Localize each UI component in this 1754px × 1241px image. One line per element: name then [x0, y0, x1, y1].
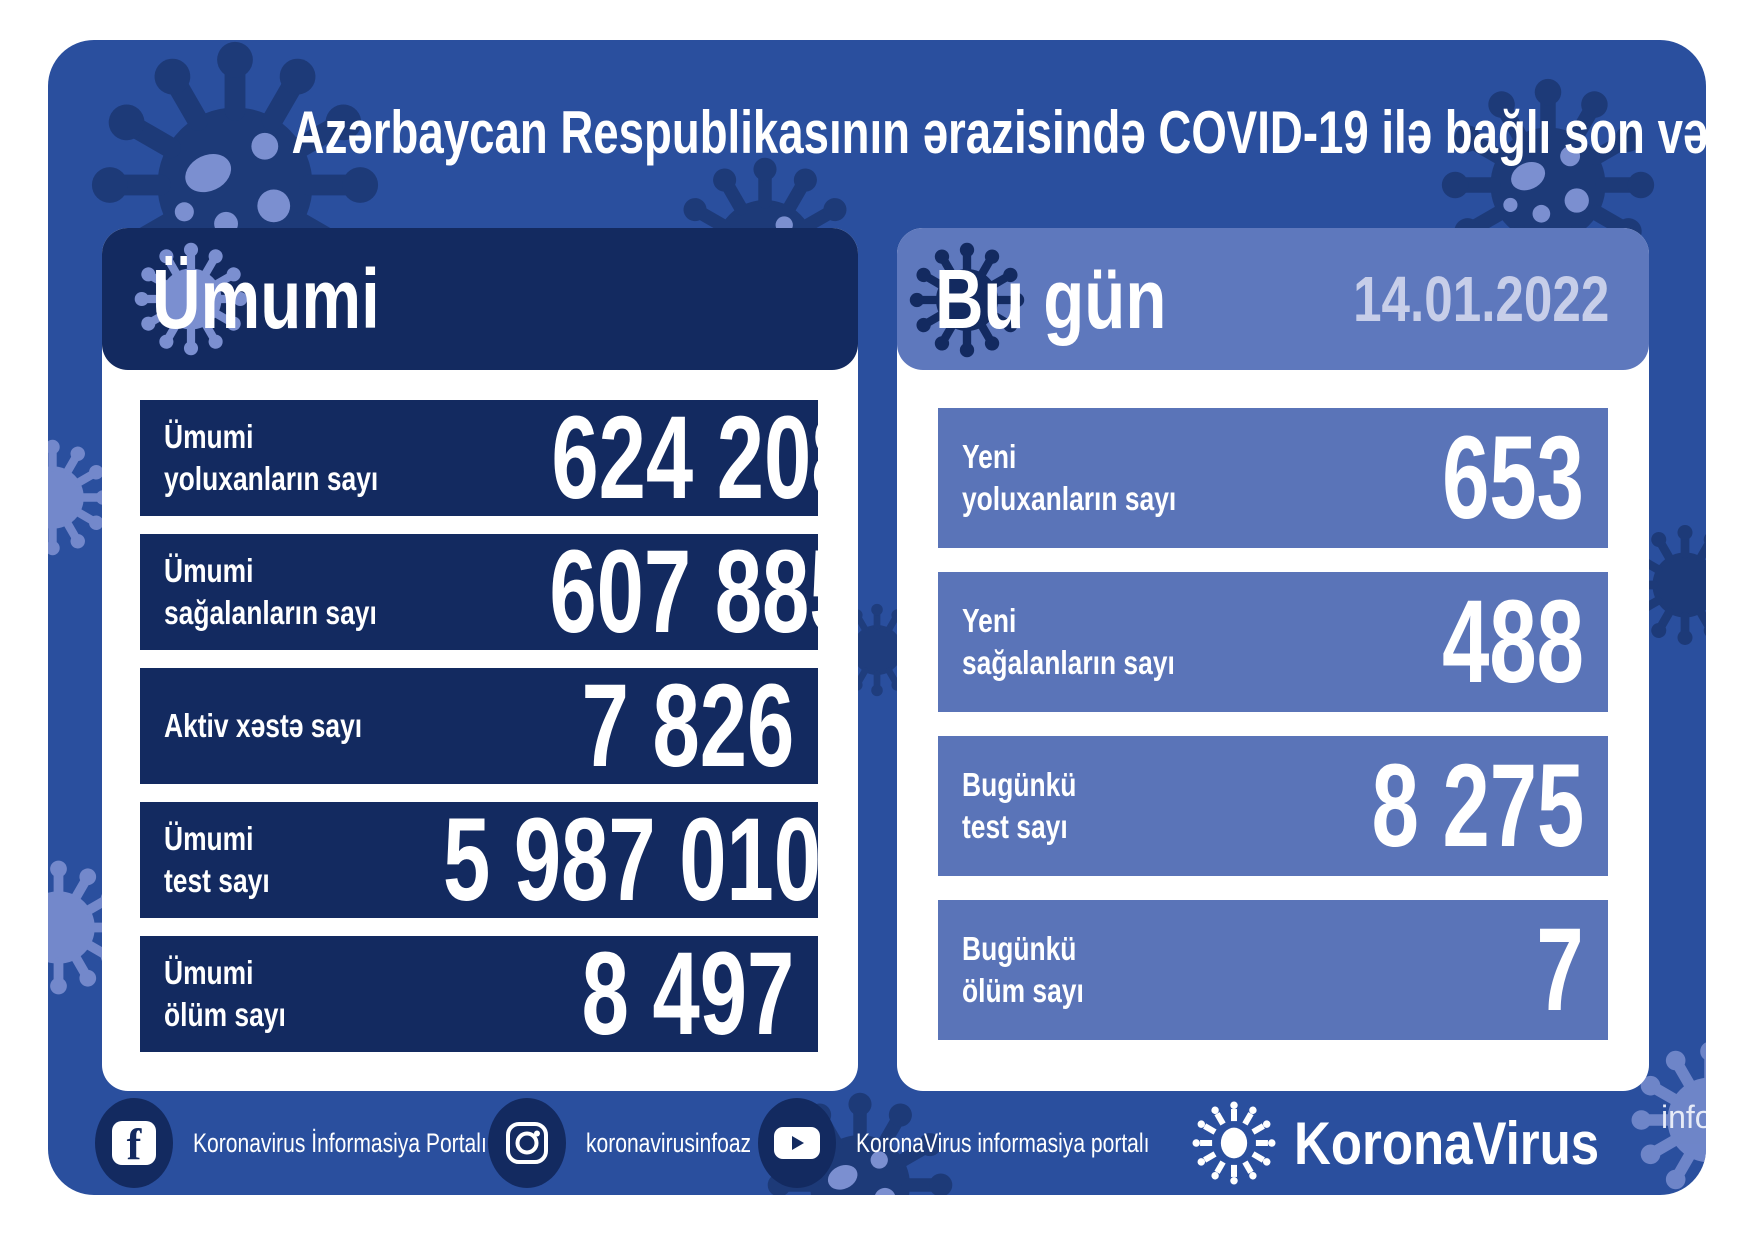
stat-label: Yeni sağalanların sayı [962, 601, 1175, 681]
instagram-link[interactable]: koronavirusinfoaz [488, 1098, 798, 1188]
logo-superscript: info [1660, 1098, 1706, 1135]
stat-value: 607 885 [549, 526, 857, 658]
stat-row-total-deaths: Ümumi ölüm sayı 8 497 [140, 928, 818, 1060]
stat-value: 8 497 [581, 928, 794, 1060]
stat-value: 7 826 [581, 660, 794, 792]
totals-panel-header: Ümumi [102, 228, 858, 370]
stat-label: Aktiv xəstə sayı [164, 706, 363, 744]
stat-label: Bugünkü ölüm sayı [962, 929, 1084, 1009]
stat-label: Ümumi sağalanların sayı [164, 551, 377, 631]
stat-value: 488 [1442, 576, 1584, 708]
today-header-label: Bu gün [935, 251, 1167, 346]
facebook-link[interactable]: f Koronavirus İnformasiya Portalı [95, 1098, 570, 1188]
stat-value: 5 987 010 [443, 794, 822, 926]
report-date: 14.01.2022 [1352, 263, 1609, 335]
page-title-text: Azərbaycan Respublikasının ərazisində CO… [291, 99, 1706, 166]
stat-row-new-infected: Yeni yoluxanların sayı 653 [938, 408, 1608, 548]
totals-panel: Ümumi Ümumi yoluxanların sayı 624 208 Üm… [102, 228, 858, 1091]
instagram-label: koronavirusinfoaz [586, 1127, 752, 1158]
stat-row-active-cases: Aktiv xəstə sayı 7 826 [140, 660, 818, 792]
stat-value: 653 [1442, 412, 1584, 544]
stat-row-today-tests: Bugünkü test sayı 8 275 [938, 736, 1608, 876]
stat-row-total-infected: Ümumi yoluxanların sayı 624 208 [140, 399, 858, 517]
facebook-label: Koronavirus İnformasiya Portalı [193, 1127, 487, 1158]
stat-row-total-tests: Ümumi test sayı 5 987 010 [140, 801, 821, 919]
stat-label: Bugünkü test sayı [962, 765, 1077, 845]
logo-text: KoronaVirus [1294, 1109, 1600, 1177]
stat-row-today-deaths: Bugünkü ölüm sayı 7 [938, 900, 1608, 1040]
background-card: Azərbaycan Respublikasının ərazisində CO… [48, 40, 1706, 1195]
stat-label: Yeni yoluxanların sayı [962, 437, 1177, 517]
instagram-icon [488, 1098, 566, 1188]
koronavirus-logo: KoronaVirus info [1188, 1098, 1706, 1188]
today-panel-header: Bu gün 14.01.2022 [897, 228, 1649, 370]
youtube-link[interactable]: KoronaVirus informasiya portalı [758, 1098, 1232, 1188]
today-panel: Bu gün 14.01.2022 Yeni yoluxanların sayı… [897, 228, 1649, 1091]
stat-label: Ümumi yoluxanların sayı [164, 417, 379, 497]
stat-label: Ümumi test sayı [164, 819, 270, 899]
youtube-icon [758, 1098, 836, 1188]
stat-row-total-recovered: Ümumi sağalanların sayı 607 885 [140, 533, 857, 651]
virus-logo-icon [1188, 1097, 1280, 1189]
facebook-icon: f [95, 1098, 173, 1188]
page-title: Azərbaycan Respublikasının ərazisində CO… [48, 98, 1706, 167]
stat-value: 624 208 [551, 392, 859, 524]
stat-value: 8 275 [1371, 740, 1584, 872]
stat-value: 7 [1536, 904, 1584, 1036]
totals-header-label: Ümumi [152, 251, 380, 346]
youtube-label: KoronaVirus informasiya portalı [856, 1127, 1150, 1158]
stat-label: Ümumi ölüm sayı [164, 953, 286, 1033]
stat-row-new-recovered: Yeni sağalanların sayı 488 [938, 572, 1608, 712]
